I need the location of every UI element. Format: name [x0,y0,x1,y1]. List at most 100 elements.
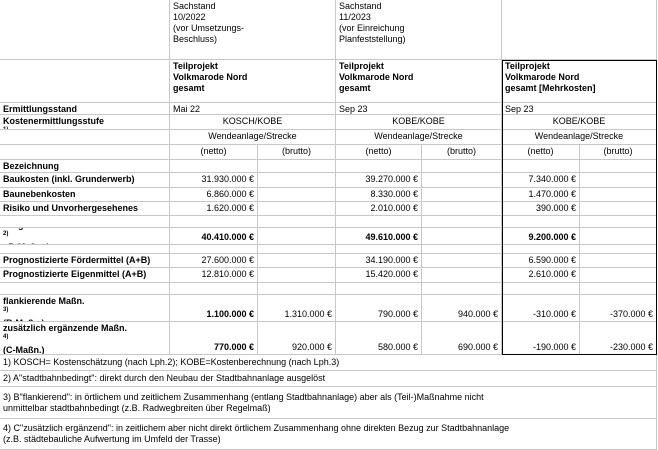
stage: KOBE/KOBE [552,116,606,126]
value-cell [258,202,336,216]
amount: 34.190.000 € [365,255,418,265]
sub-label: (C-Maßn.) [3,345,45,355]
cell [170,283,258,295]
value-cell: 790.000 € [336,295,422,322]
scope: Wendeanlage/Strecke [208,131,297,141]
row-label-cell: Baunebenkosten [0,188,170,202]
project-title: gesamt [173,83,205,93]
cell [580,160,657,173]
amount: 580.000 € [377,342,418,352]
value-cell: 580.000 € [336,322,422,355]
note-line: 3) B"flankierend": in örtlichem und zeit… [3,391,484,402]
value-cell [580,254,657,268]
note-line: 4) C"zusätzlich ergänzend": in zeitliche… [3,423,510,433]
cell: (brutto) [422,145,502,160]
value-cell: 6.860.000 € [170,188,258,202]
row-label: Baukosten (inkl. Grunderwerb) [3,174,166,185]
cell: Teilprojekt Volkmarode Nord gesamt [336,60,502,103]
footnote-ref: 1) [3,127,9,130]
row-label: Prognostizierte Fördermittel (A+B) [3,255,166,266]
cell [502,283,580,295]
note-line: (z.B. städtebauliche Aufwertung im Umfel… [3,434,221,444]
project-title: Volkmarode Nord [339,72,414,82]
cell [580,245,657,254]
status-line: Sachstand [173,1,216,11]
amount: 8.330.000 € [370,189,418,199]
amount: 2.010.000 € [370,203,418,213]
sub-label: (B-Maßn.) [3,318,166,321]
value-cell: -310.000 € [502,295,580,322]
value-cell: 1.470.000 € [502,188,580,202]
value-cell [422,188,502,202]
cell: Teilprojekt Volkmarode Nord gesamt [Mehrko… [502,60,657,103]
cell [502,160,580,173]
cell [502,216,580,228]
cell: Sachstand 10/2022 (vor Umsetzungs- Beschlus… [170,0,336,60]
value-cell: 690.000 € [422,322,502,355]
cell [580,283,657,295]
project-title: Volkmarode Nord [173,72,248,82]
cell [258,160,336,173]
value-cell: 27.600.000 € [170,254,258,268]
cell: Wendeanlage/Strecke [170,130,336,145]
amount: 790.000 € [377,309,418,319]
status-line: Sachstand [339,1,382,11]
value-cell: -230.000 € [580,322,657,355]
note-line: 2) A"stadtbahnbedingt": direkt durch den… [3,373,326,383]
date: Mai 22 [173,104,201,114]
cell: Bezeichnung [0,160,170,173]
note: 3) B"flankierend": in örtlichem und zeit… [0,387,657,419]
value-cell: 31.930.000 € [170,173,258,188]
row-label-cell: zusätzlich ergänzende Maßn. 4) (C-Maßn.) [0,322,170,355]
value-cell [422,173,502,188]
value-cell [422,228,502,245]
net-gross: (brutto) [446,146,476,156]
amount: 1.310.000 € [284,309,332,319]
cell: Sep 23 [502,103,657,115]
value-cell: 39.270.000 € [336,173,422,188]
amount: 49.610.000 € [365,232,418,242]
amount: -190.000 € [532,342,576,352]
section-label: Bezeichnung [3,161,60,171]
value-cell [258,228,336,245]
row-label: Risiko und Unvorhergesehenes [3,203,166,214]
cell [170,160,258,173]
amount: 770.000 € [213,342,254,352]
value-cell: 390.000 € [502,202,580,216]
cell [258,216,336,228]
label-text: Prognose A [3,228,166,231]
net-gross: (brutto) [603,146,633,156]
amount: 690.000 € [457,342,498,352]
footnote-ref: 4) [3,334,9,340]
row-label: zusätzlich ergänzende Maßn. 4) [3,323,166,345]
net-gross: (netto) [365,146,392,156]
label-text: Prognostizierte Fördermittel (A+B) [3,255,151,265]
amount: 1.100.000 € [206,309,254,319]
status-line: Beschluss) [173,34,218,44]
value-cell: 2.010.000 € [336,202,422,216]
cell: (brutto) [258,145,336,160]
cell: Kostenermittlungsstufe 1) [0,115,170,130]
amount: 31.930.000 € [201,174,254,184]
footnote-ref: 3) [3,307,9,313]
date: Sep 23 [505,104,534,114]
amount: 940.000 € [457,309,498,319]
amount: 15.420.000 € [365,269,418,279]
value-cell: 920.000 € [258,322,336,355]
amount: 7.340.000 € [528,174,576,184]
row-label-cell: Prognostizierte Eigenmittel (A+B) [0,268,170,283]
cell: Sep 23 [336,103,502,115]
label-text: Baunebenkosten [3,189,76,199]
value-cell: 1.620.000 € [170,202,258,216]
row-label: flankierende Maßn. 3) [3,296,166,318]
value-cell: 15.420.000 € [336,268,422,283]
net-gross: (brutto) [281,146,311,156]
value-cell: 6.590.000 € [502,254,580,268]
amount: 27.600.000 € [201,255,254,265]
value-cell: 940.000 € [422,295,502,322]
value-cell [422,202,502,216]
